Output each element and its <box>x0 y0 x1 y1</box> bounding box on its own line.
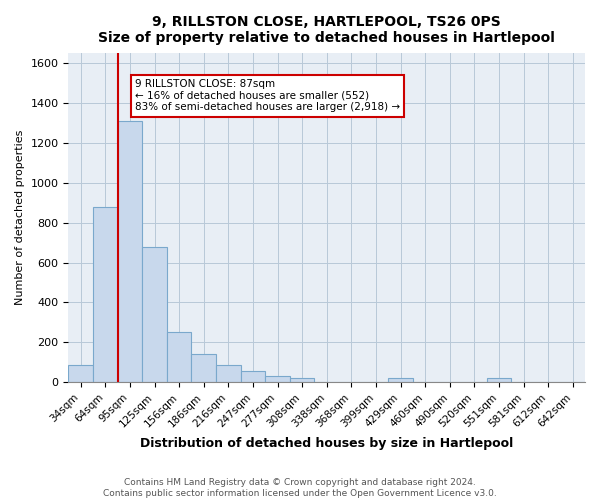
Bar <box>167 332 191 382</box>
Y-axis label: Number of detached properties: Number of detached properties <box>15 130 25 306</box>
Bar <box>118 121 142 382</box>
Title: 9, RILLSTON CLOSE, HARTLEPOOL, TS26 0PS
Size of property relative to detached ho: 9, RILLSTON CLOSE, HARTLEPOOL, TS26 0PS … <box>98 15 555 45</box>
Bar <box>142 246 167 382</box>
Bar <box>388 378 413 382</box>
Text: Contains HM Land Registry data © Crown copyright and database right 2024.
Contai: Contains HM Land Registry data © Crown c… <box>103 478 497 498</box>
X-axis label: Distribution of detached houses by size in Hartlepool: Distribution of detached houses by size … <box>140 437 514 450</box>
Bar <box>290 378 314 382</box>
Bar <box>191 354 216 382</box>
Text: 9 RILLSTON CLOSE: 87sqm
← 16% of detached houses are smaller (552)
83% of semi-d: 9 RILLSTON CLOSE: 87sqm ← 16% of detache… <box>135 79 400 112</box>
Bar <box>265 376 290 382</box>
Bar <box>93 206 118 382</box>
Bar <box>68 365 93 382</box>
Bar <box>487 378 511 382</box>
Bar <box>241 371 265 382</box>
Bar <box>216 365 241 382</box>
